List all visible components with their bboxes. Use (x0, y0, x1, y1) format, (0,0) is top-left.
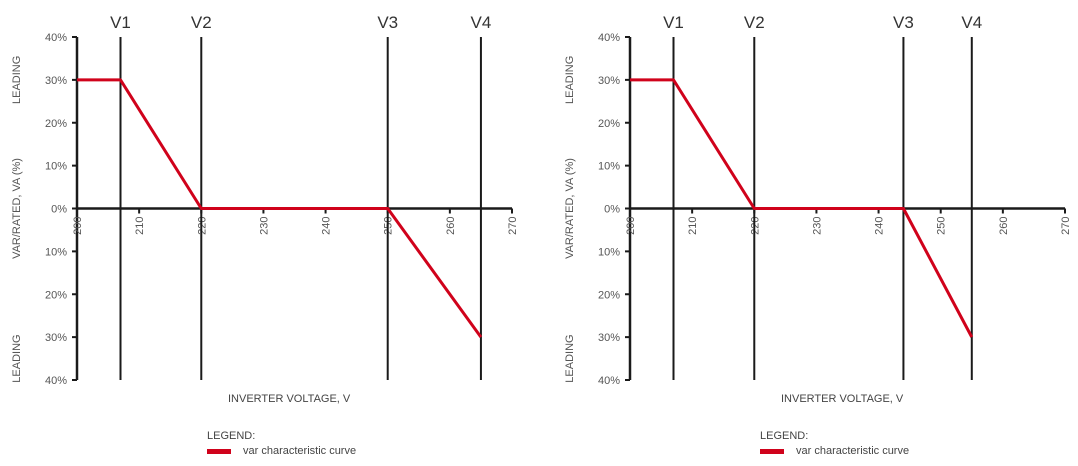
legend: LEGEND: var characteristic curve (207, 430, 356, 457)
y-tick-label: 20% (598, 118, 620, 130)
x-tick-label: 270 (1060, 217, 1072, 235)
marker-label-v1: V1 (663, 13, 684, 32)
y-tick-label: 40% (45, 375, 67, 387)
y-tick-label: 30% (598, 332, 620, 344)
legend-swatch-icon (760, 448, 784, 454)
y-tick-label: 10% (598, 246, 620, 258)
chart-plot-right: 40%30%20%10%0%10%20%30%40%20021022023024… (564, 13, 1072, 387)
y-tick-label: 40% (598, 375, 620, 387)
legend-title: LEGEND: (207, 430, 256, 442)
x-tick-label: 200 (625, 217, 637, 235)
chart-panel-left: 40%30%20%10%0%10%20%30%40%20021022023024… (11, 13, 519, 457)
legend-title: LEGEND: (760, 430, 809, 442)
marker-label-v3: V3 (893, 13, 914, 32)
chart-panel-right: 40%30%20%10%0%10%20%30%40%20021022023024… (553, 0, 1078, 466)
x-tick-label: 250 (936, 217, 948, 235)
y-tick-label: 30% (598, 75, 620, 87)
legend-item: var characteristic curve (207, 445, 356, 457)
y-tick-label: 10% (45, 161, 67, 173)
x-tick-label: 260 (998, 217, 1010, 235)
y-top-label: LEADING (564, 56, 576, 104)
marker-label-v4: V4 (961, 13, 982, 32)
marker-label-v2: V2 (191, 13, 212, 32)
x-tick-label: 240 (321, 217, 333, 235)
y-tick-label: 20% (45, 289, 67, 301)
legend-item-label: var characteristic curve (796, 445, 910, 457)
y-axis-label: VAR/RATED, VA (%) (564, 158, 576, 259)
marker-label-v2: V2 (744, 13, 765, 32)
legend: LEGEND: var characteristic curve (760, 430, 909, 457)
y-axis-label: VAR/RATED, VA (%) (11, 158, 23, 259)
marker-label-v3: V3 (377, 13, 398, 32)
marker-label-v1: V1 (110, 13, 131, 32)
y-tick-label: 30% (45, 332, 67, 344)
y-tick-label: 0% (51, 204, 67, 216)
var-curve (77, 78, 483, 339)
y-tick-label: 10% (45, 246, 67, 258)
chart-plot-left: 40%30%20%10%0%10%20%30%40%20021022023024… (11, 13, 519, 387)
y-tick-label: 20% (45, 118, 67, 130)
legend-item-label: var characteristic curve (243, 445, 357, 457)
y-bottom-label: LEADING (564, 334, 576, 382)
x-axis-label: INVERTER VOLTAGE, V (228, 393, 351, 405)
x-tick-label: 200 (72, 217, 84, 235)
y-tick-label: 40% (45, 32, 67, 44)
x-tick-label: 260 (445, 217, 457, 235)
legend-swatch-icon (207, 448, 231, 454)
x-axis-label: INVERTER VOLTAGE, V (781, 393, 904, 405)
x-tick-label: 230 (811, 217, 823, 235)
var-curve (630, 78, 974, 338)
y-bottom-label: LEADING (11, 334, 23, 382)
y-tick-label: 30% (45, 75, 67, 87)
y-tick-label: 40% (598, 32, 620, 44)
x-tick-label: 230 (258, 217, 270, 235)
x-tick-label: 240 (874, 217, 886, 235)
x-tick-label: 210 (134, 217, 146, 235)
legend-item: var characteristic curve (760, 445, 909, 457)
x-tick-label: 270 (507, 217, 519, 235)
y-tick-label: 10% (598, 161, 620, 173)
marker-label-v4: V4 (471, 13, 492, 32)
y-top-label: LEADING (11, 56, 23, 104)
y-tick-label: 0% (604, 204, 620, 216)
x-tick-label: 210 (687, 217, 699, 235)
y-tick-label: 20% (598, 289, 620, 301)
